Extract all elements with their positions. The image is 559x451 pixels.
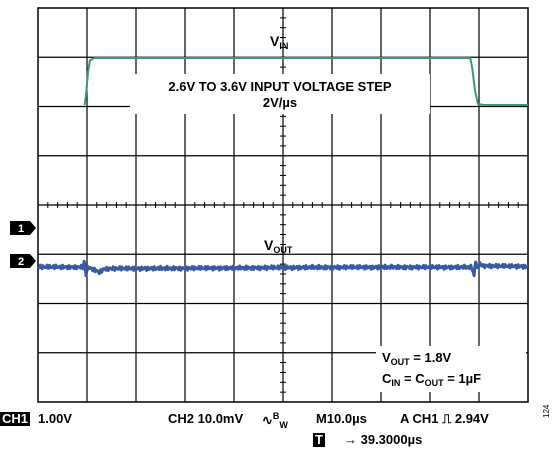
vout-label: VOUT	[264, 237, 293, 255]
cond-caps: CIN = COUT = 1µF	[382, 371, 481, 388]
timebase: M10.0µs	[316, 411, 367, 426]
step-label-line2: 2V/µs	[263, 95, 297, 110]
trigger-setting: A CH1 ⎍ 2.94V	[400, 411, 489, 426]
trigger-position-badge: T	[313, 432, 325, 447]
bw-tilde-icon: ∿	[262, 412, 273, 428]
trigger-offset: → 39.3000µs	[344, 432, 423, 447]
vout-trace	[37, 259, 529, 278]
ch1-badge-text: CH1	[0, 411, 31, 426]
bw-sub: W	[279, 419, 288, 430]
ch1-badge: CH1	[0, 411, 31, 426]
bandwidth-limit-indicator: ∿BW	[262, 411, 288, 430]
step-label-line1: 2.6V TO 3.6V INPUT VOLTAGE STEP	[168, 79, 392, 94]
ch2-marker-label: 2	[18, 256, 24, 268]
traces	[37, 57, 529, 278]
bw-symbol: B	[272, 411, 280, 421]
ch2-scale: CH2 10.0mV	[168, 411, 244, 426]
figure-id: 124	[542, 404, 551, 418]
conditions-bg	[376, 346, 526, 392]
ch1-marker-label: 1	[18, 223, 24, 235]
vin-label: VIN	[270, 33, 288, 51]
vin-trace	[83, 57, 529, 106]
t-badge-text: T	[313, 432, 325, 447]
cond-vout: VOUT = 1.8V	[382, 350, 452, 367]
ch1-marker: 1	[10, 221, 36, 235]
step-label-bg	[130, 74, 430, 114]
ch1-scale: 1.00V	[38, 411, 72, 426]
scope-settings-bar: CH1 1.00V CH2 10.0mV ∿BW M10.0µs A CH1 ⎍…	[0, 408, 559, 451]
ch2-marker: 2	[10, 254, 36, 268]
oscilloscope-plot: 1 2 VIN 2.6V TO 3.6V INPUT VOLTAGE STEP …	[10, 7, 529, 403]
